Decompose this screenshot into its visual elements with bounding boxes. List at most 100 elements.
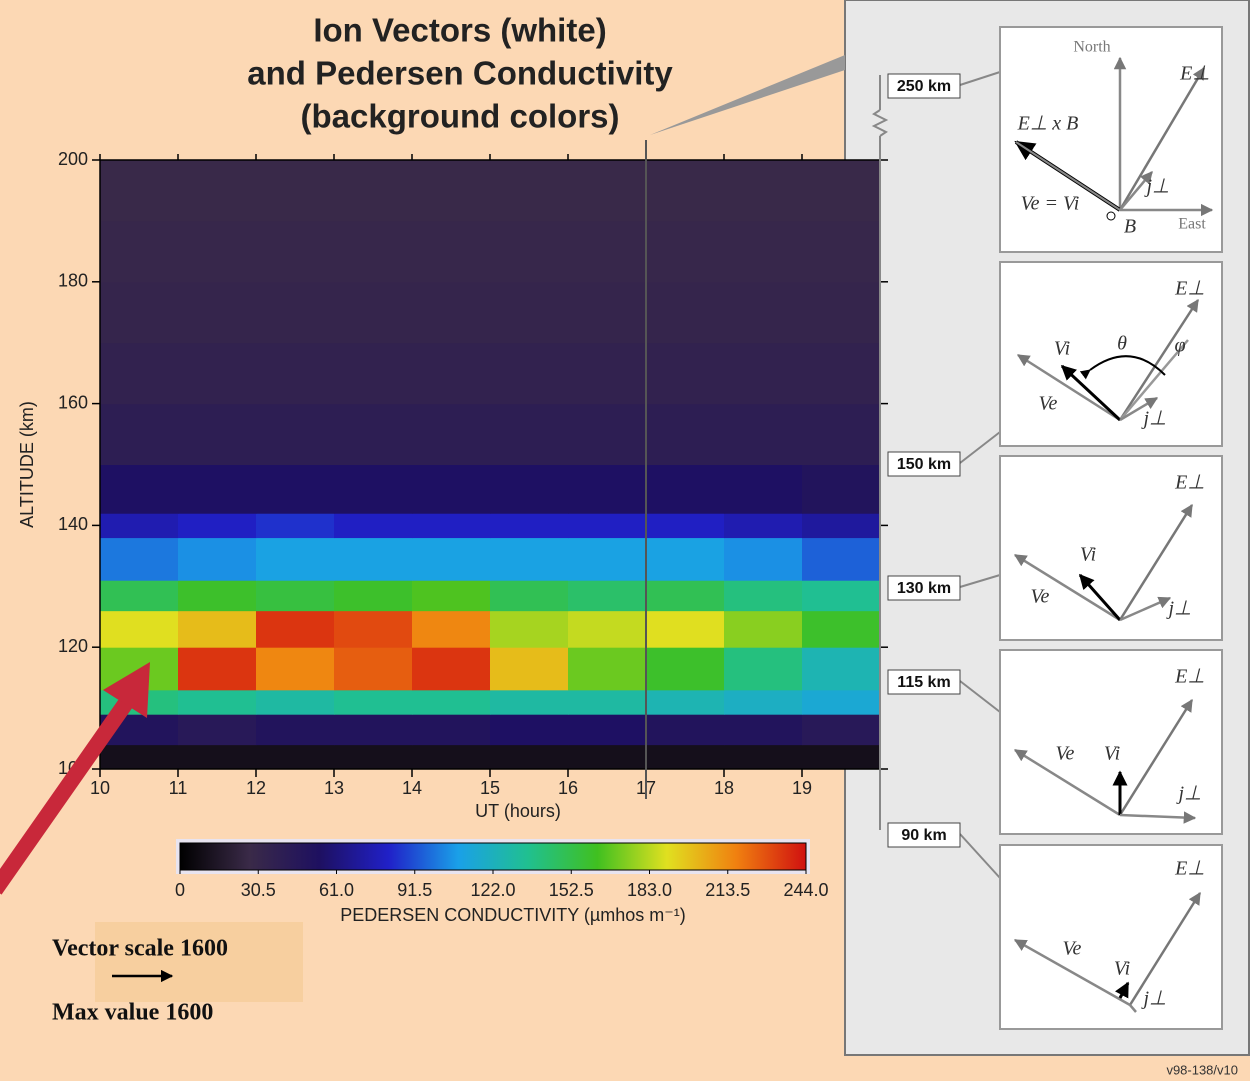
altitude-label: 90 km — [901, 827, 946, 844]
heat-cell — [178, 160, 257, 222]
label: Ve — [1056, 743, 1075, 765]
heat-cell — [100, 342, 179, 405]
heat-cell — [412, 220, 491, 283]
scale-box — [95, 922, 303, 1002]
heat-cell — [646, 580, 725, 612]
heat-cell — [412, 580, 491, 612]
heat-cell — [256, 647, 335, 691]
altitude-labels: 250 km 150 km 130 km 115 km 90 km — [887, 73, 961, 848]
heat-cell — [334, 160, 413, 222]
heat-cell — [256, 689, 335, 715]
heat-cell — [490, 580, 569, 612]
heat-cell — [724, 513, 803, 539]
altitude-box — [887, 73, 961, 99]
heat-cell — [256, 220, 335, 283]
diagram-box — [999, 649, 1223, 835]
chart-title: Ion Vectors (white) — [313, 12, 606, 49]
heat-cell — [802, 689, 881, 715]
label: j⊥ — [1144, 176, 1170, 198]
x-tick-label: 13 — [324, 778, 344, 798]
label: θ — [1117, 333, 1127, 355]
vector-diagram: E⊥ Vi Ve j⊥ — [999, 844, 1223, 1030]
heat-cell — [568, 403, 647, 465]
heat-cell — [100, 464, 179, 514]
heat-cell — [802, 537, 881, 581]
label: E⊥ x B — [1017, 113, 1079, 135]
heat-cell — [490, 689, 569, 715]
heat-cell — [256, 403, 335, 465]
heat-cell — [802, 403, 881, 465]
vector-diagram: North East E⊥ E⊥ x B Ve = Vi j⊥ B — [999, 26, 1223, 253]
heat-cell — [334, 281, 413, 344]
heat-cell — [334, 744, 413, 770]
heat-cell — [490, 220, 569, 283]
x-tick-label: 10 — [90, 778, 110, 798]
colorbar-tick-label: 183.0 — [627, 880, 672, 900]
heat-cell — [802, 610, 881, 648]
y-tick-label: 200 — [58, 149, 88, 169]
x-tick-label: 16 — [558, 778, 578, 798]
heat-cell — [568, 513, 647, 539]
heat-cell — [724, 580, 803, 612]
altitude-label: 150 km — [897, 456, 951, 473]
heat-cell — [100, 580, 179, 612]
label: B — [1124, 216, 1136, 238]
heat-cell — [178, 689, 257, 715]
heat-cell — [334, 689, 413, 715]
heat-cell — [100, 403, 179, 465]
y-axis-label: ALTITUDE (km) — [17, 401, 37, 528]
altitude-label: 250 km — [897, 78, 951, 95]
heat-cell — [568, 714, 647, 746]
heat-cell — [568, 610, 647, 648]
y-tick-label: 160 — [58, 392, 88, 412]
heat-cell — [802, 342, 881, 405]
heat-cell — [412, 689, 491, 715]
label: j⊥ — [1176, 783, 1202, 805]
heat-cell — [100, 281, 179, 344]
heat-cell — [334, 403, 413, 465]
heat-cell — [646, 403, 725, 465]
chart-title: (background colors) — [300, 98, 619, 135]
heat-cell — [412, 464, 491, 514]
heat-cell — [178, 537, 257, 581]
heat-cell — [100, 220, 179, 283]
heat-cell — [568, 744, 647, 770]
heat-cell — [646, 513, 725, 539]
heat-cell — [802, 281, 881, 344]
heat-cell — [802, 220, 881, 283]
altitude-box — [887, 822, 961, 848]
y-tick-label: 180 — [58, 271, 88, 291]
heat-cell — [490, 610, 569, 648]
heat-cell — [646, 714, 725, 746]
heat-cell — [334, 464, 413, 514]
x-tick-label: 19 — [792, 778, 812, 798]
label: Vi — [1104, 743, 1120, 765]
heat-cell — [256, 464, 335, 514]
heat-cell — [802, 714, 881, 746]
heat-cell — [178, 403, 257, 465]
heat-cell — [178, 714, 257, 746]
heat-cell — [646, 647, 725, 691]
heat-cell — [568, 281, 647, 344]
x-axis-label: UT (hours) — [475, 801, 561, 821]
label: North — [1073, 39, 1110, 56]
diagram-box — [999, 26, 1223, 253]
heat-cell — [802, 647, 881, 691]
heat-cell — [490, 513, 569, 539]
heat-cell — [178, 744, 257, 770]
heat-cell — [100, 513, 179, 539]
heat-cell — [568, 689, 647, 715]
heat-cell — [412, 403, 491, 465]
heat-cell — [724, 610, 803, 648]
colorbar-tick-label: 152.5 — [549, 880, 594, 900]
heat-cell — [724, 281, 803, 344]
heat-cell — [724, 689, 803, 715]
altitude-box — [887, 575, 961, 601]
heat-cell — [334, 220, 413, 283]
heat-cell — [724, 160, 803, 222]
label: φ — [1174, 335, 1185, 357]
heat-cell — [724, 342, 803, 405]
heat-cell — [412, 537, 491, 581]
heat-cell — [256, 160, 335, 222]
heat-cell — [490, 744, 569, 770]
